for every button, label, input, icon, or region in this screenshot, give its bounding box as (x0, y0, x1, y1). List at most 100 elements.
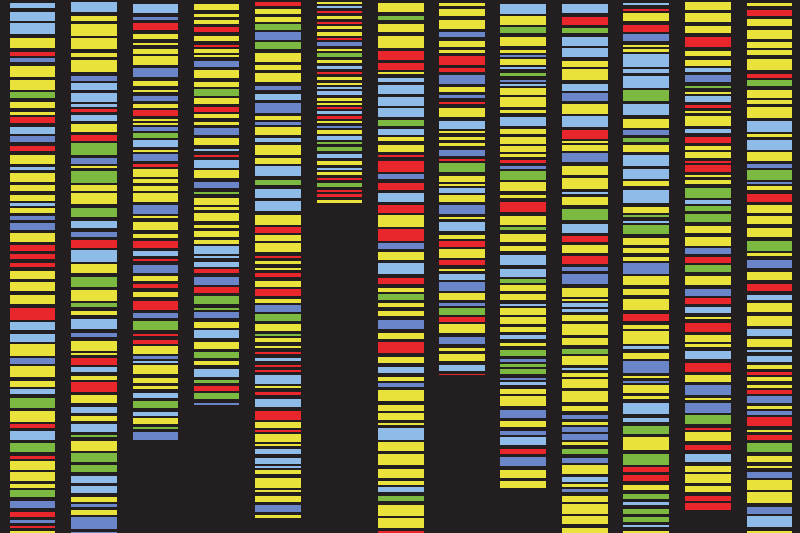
stripe (10, 344, 55, 356)
stripe (133, 321, 178, 330)
stripe (439, 337, 485, 344)
stripe (562, 489, 608, 492)
stripe (747, 10, 792, 16)
stripe (71, 115, 117, 121)
stripe (255, 458, 301, 464)
stripe (133, 241, 178, 248)
stripe (500, 97, 546, 107)
stripe (562, 153, 608, 162)
stripe (194, 192, 239, 194)
stripe (10, 443, 55, 452)
stripe (71, 517, 117, 529)
stripe (194, 114, 239, 118)
stripe (685, 51, 731, 56)
stripe (133, 104, 178, 108)
stripe (747, 406, 792, 409)
stripe (439, 188, 485, 193)
stripe (194, 231, 239, 237)
stripe (378, 174, 424, 179)
stripe (317, 16, 362, 19)
stripe (10, 520, 55, 523)
stripe (10, 531, 55, 533)
stripe (562, 427, 608, 432)
stripe (439, 41, 485, 47)
stripe (562, 274, 608, 284)
stripe (71, 395, 117, 403)
sequence-column (10, 3, 55, 533)
stripe (623, 138, 669, 142)
stripe (623, 34, 669, 41)
stripe (71, 2, 117, 12)
stripe (378, 469, 424, 478)
stripe (255, 53, 301, 62)
stripe (378, 215, 424, 227)
stripe (623, 190, 669, 203)
stripe (562, 267, 608, 271)
stripe (255, 505, 301, 512)
stripe (378, 496, 424, 501)
stripe (71, 166, 117, 168)
stripe (378, 428, 424, 440)
stripe (133, 259, 178, 261)
stripe (317, 38, 362, 40)
stripe (685, 317, 731, 319)
stripe (317, 168, 362, 170)
stripe (562, 166, 608, 175)
stripe (133, 150, 178, 152)
stripe (562, 130, 608, 139)
stripe (562, 315, 608, 321)
stripe (747, 417, 792, 426)
stripe (317, 178, 362, 180)
stripe (194, 361, 239, 365)
stripe (194, 4, 239, 10)
stripe (10, 12, 55, 21)
stripe (317, 11, 362, 13)
stripe (133, 133, 178, 138)
stripe (500, 195, 546, 198)
stripe (747, 295, 792, 300)
stripe (255, 370, 301, 372)
stripe (623, 169, 669, 179)
stripe (10, 223, 55, 230)
stripe (71, 135, 117, 141)
stripe (317, 183, 362, 187)
stripe (10, 52, 55, 56)
stripe (378, 390, 424, 401)
stripe (378, 303, 424, 307)
stripe (71, 264, 117, 273)
stripe (685, 323, 731, 332)
stripe (378, 263, 424, 274)
stripe (133, 127, 178, 131)
stripe (133, 81, 178, 86)
stripe (10, 366, 55, 377)
stripe (317, 6, 362, 8)
stripe (439, 102, 485, 104)
stripe (439, 269, 485, 271)
stripe (562, 516, 608, 524)
stripe (255, 2, 301, 6)
stripe (378, 129, 424, 135)
stripe (623, 263, 669, 274)
stripe (10, 195, 55, 201)
stripe (10, 3, 55, 8)
stripe (623, 361, 669, 373)
stripe (747, 107, 792, 118)
stripe (133, 432, 178, 440)
stripe (194, 55, 239, 57)
stripe (747, 385, 792, 388)
stripe (747, 164, 792, 168)
stripe (378, 454, 424, 465)
sequence-column (623, 3, 669, 533)
stripe (685, 60, 731, 66)
stripe (500, 160, 546, 163)
stripe (255, 314, 301, 321)
stripe (623, 325, 669, 329)
stripe (255, 515, 301, 518)
stripe (562, 104, 608, 114)
stripe (500, 88, 546, 95)
stripe (562, 84, 608, 91)
stripe (10, 358, 55, 364)
stripe (562, 504, 608, 514)
stripe (255, 94, 301, 100)
stripe (255, 281, 301, 287)
